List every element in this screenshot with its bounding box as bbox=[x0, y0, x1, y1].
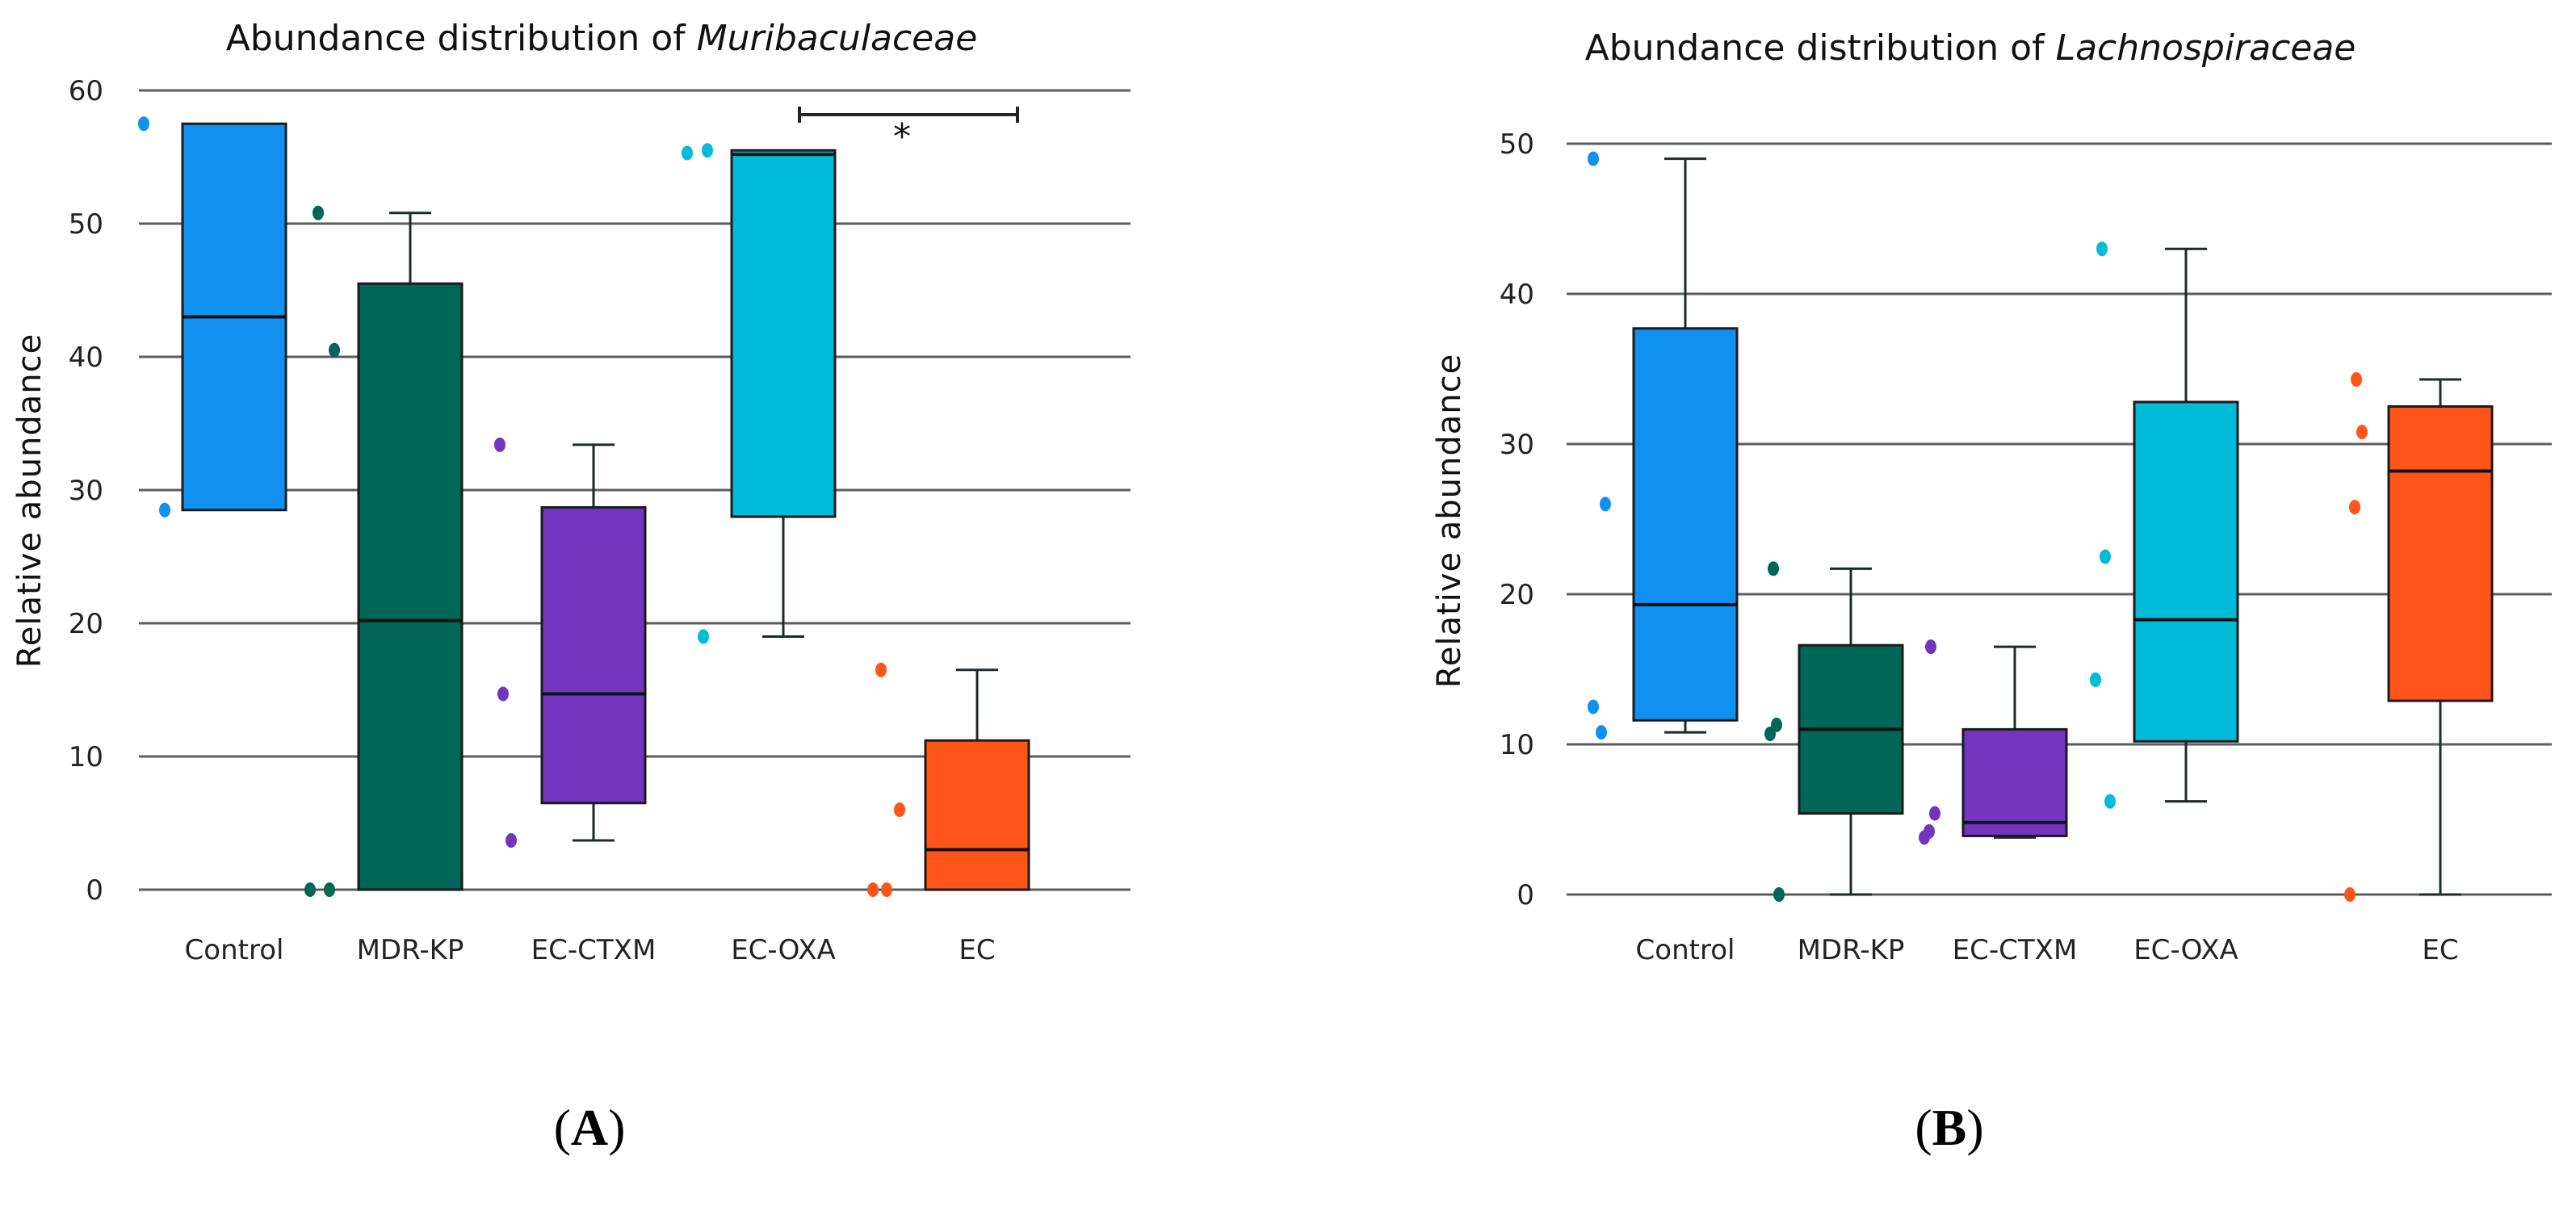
chart-title-a: Abundance distribution of Muribaculaceae bbox=[226, 18, 978, 59]
data-point bbox=[304, 882, 316, 897]
y-tick-label: 50 bbox=[69, 208, 103, 241]
data-point bbox=[2100, 549, 2111, 564]
data-point bbox=[497, 686, 509, 702]
data-point bbox=[2104, 794, 2116, 809]
y-tick-label: 10 bbox=[69, 741, 103, 773]
data-point bbox=[1764, 726, 1776, 741]
data-point bbox=[1919, 830, 1930, 845]
box-body bbox=[730, 149, 837, 518]
chart-panel-b: Abundance distribution of Lachnospiracea… bbox=[1431, 27, 2552, 966]
box-ec-ctxm bbox=[494, 437, 647, 848]
box-ec-oxa bbox=[2090, 241, 2239, 809]
x-tick-label: EC-CTXM bbox=[531, 934, 657, 966]
box-body bbox=[2387, 405, 2494, 702]
data-point bbox=[867, 882, 879, 897]
y-tick-label: 10 bbox=[1500, 729, 1534, 761]
x-tick-label: Control bbox=[185, 934, 284, 966]
x-tick-label: MDR-KP bbox=[1798, 934, 1905, 966]
data-point bbox=[494, 437, 506, 452]
x-tick-label: EC bbox=[2422, 934, 2458, 966]
data-point bbox=[2090, 673, 2101, 688]
box-control bbox=[138, 116, 287, 518]
y-tick-label: 0 bbox=[1517, 879, 1534, 911]
box-body bbox=[1961, 727, 2068, 837]
data-point bbox=[1588, 151, 1599, 166]
y-axis-label: Relative abundance bbox=[11, 333, 48, 668]
significance-label: * bbox=[893, 116, 911, 157]
panel-label-b: (B) bbox=[1915, 1099, 1983, 1156]
data-point bbox=[2351, 372, 2362, 388]
data-point bbox=[1929, 806, 1940, 821]
data-point bbox=[875, 662, 887, 677]
data-point bbox=[313, 205, 324, 220]
box-control bbox=[1588, 151, 1739, 740]
data-point bbox=[1768, 561, 1779, 576]
data-point bbox=[2356, 425, 2368, 440]
x-tick-label: EC-OXA bbox=[731, 934, 836, 966]
box-body bbox=[924, 739, 1030, 891]
data-point bbox=[894, 802, 905, 817]
data-point bbox=[881, 882, 892, 897]
box-ec-ctxm bbox=[1919, 639, 2068, 845]
box-body bbox=[2133, 400, 2239, 743]
x-tick-label: MDR-KP bbox=[357, 934, 464, 966]
data-point bbox=[698, 629, 709, 644]
x-tick-label: EC-CTXM bbox=[1953, 934, 2078, 966]
x-tick-label: EC bbox=[959, 934, 995, 966]
box-ec bbox=[867, 662, 1030, 897]
y-tick-label: 60 bbox=[69, 75, 103, 107]
box-mdr-kp bbox=[1764, 561, 1904, 902]
x-tick-label: Control bbox=[1636, 934, 1735, 966]
y-tick-label: 20 bbox=[69, 608, 103, 640]
data-point bbox=[1600, 497, 1611, 512]
data-point bbox=[1588, 699, 1599, 714]
box-body bbox=[540, 505, 647, 805]
y-tick-label: 30 bbox=[69, 475, 103, 507]
y-tick-label: 50 bbox=[1500, 128, 1534, 161]
data-point bbox=[1773, 887, 1785, 902]
chart-panel-a: Abundance distribution of Muribaculaceae… bbox=[11, 18, 1131, 966]
data-point bbox=[324, 882, 335, 897]
data-point bbox=[138, 116, 149, 132]
box-ec-oxa bbox=[682, 143, 837, 644]
y-tick-label: 40 bbox=[69, 342, 103, 374]
box-body bbox=[357, 282, 464, 891]
box-ec bbox=[2344, 372, 2494, 902]
y-tick-label: 0 bbox=[86, 874, 103, 907]
data-point bbox=[1596, 725, 1607, 740]
data-point bbox=[506, 832, 517, 848]
y-tick-label: 20 bbox=[1500, 579, 1534, 611]
data-point bbox=[159, 502, 170, 518]
panel-label-a: (A) bbox=[554, 1099, 626, 1156]
data-point bbox=[2344, 887, 2356, 902]
box-mdr-kp bbox=[304, 205, 464, 897]
box-body bbox=[1632, 327, 1739, 722]
data-point bbox=[2349, 500, 2360, 515]
data-point bbox=[682, 145, 693, 161]
data-point bbox=[702, 143, 713, 158]
chart-title-b: Abundance distribution of Lachnospiracea… bbox=[1585, 27, 2356, 69]
y-axis-label: Relative abundance bbox=[1431, 354, 1468, 688]
y-tick-label: 40 bbox=[1500, 279, 1534, 311]
x-tick-label: EC-OXA bbox=[2133, 934, 2238, 966]
data-point bbox=[2096, 241, 2108, 257]
significance-bracket: * bbox=[798, 107, 1019, 157]
data-point bbox=[329, 342, 340, 358]
data-point bbox=[1925, 639, 1936, 655]
y-tick-label: 30 bbox=[1500, 429, 1534, 461]
